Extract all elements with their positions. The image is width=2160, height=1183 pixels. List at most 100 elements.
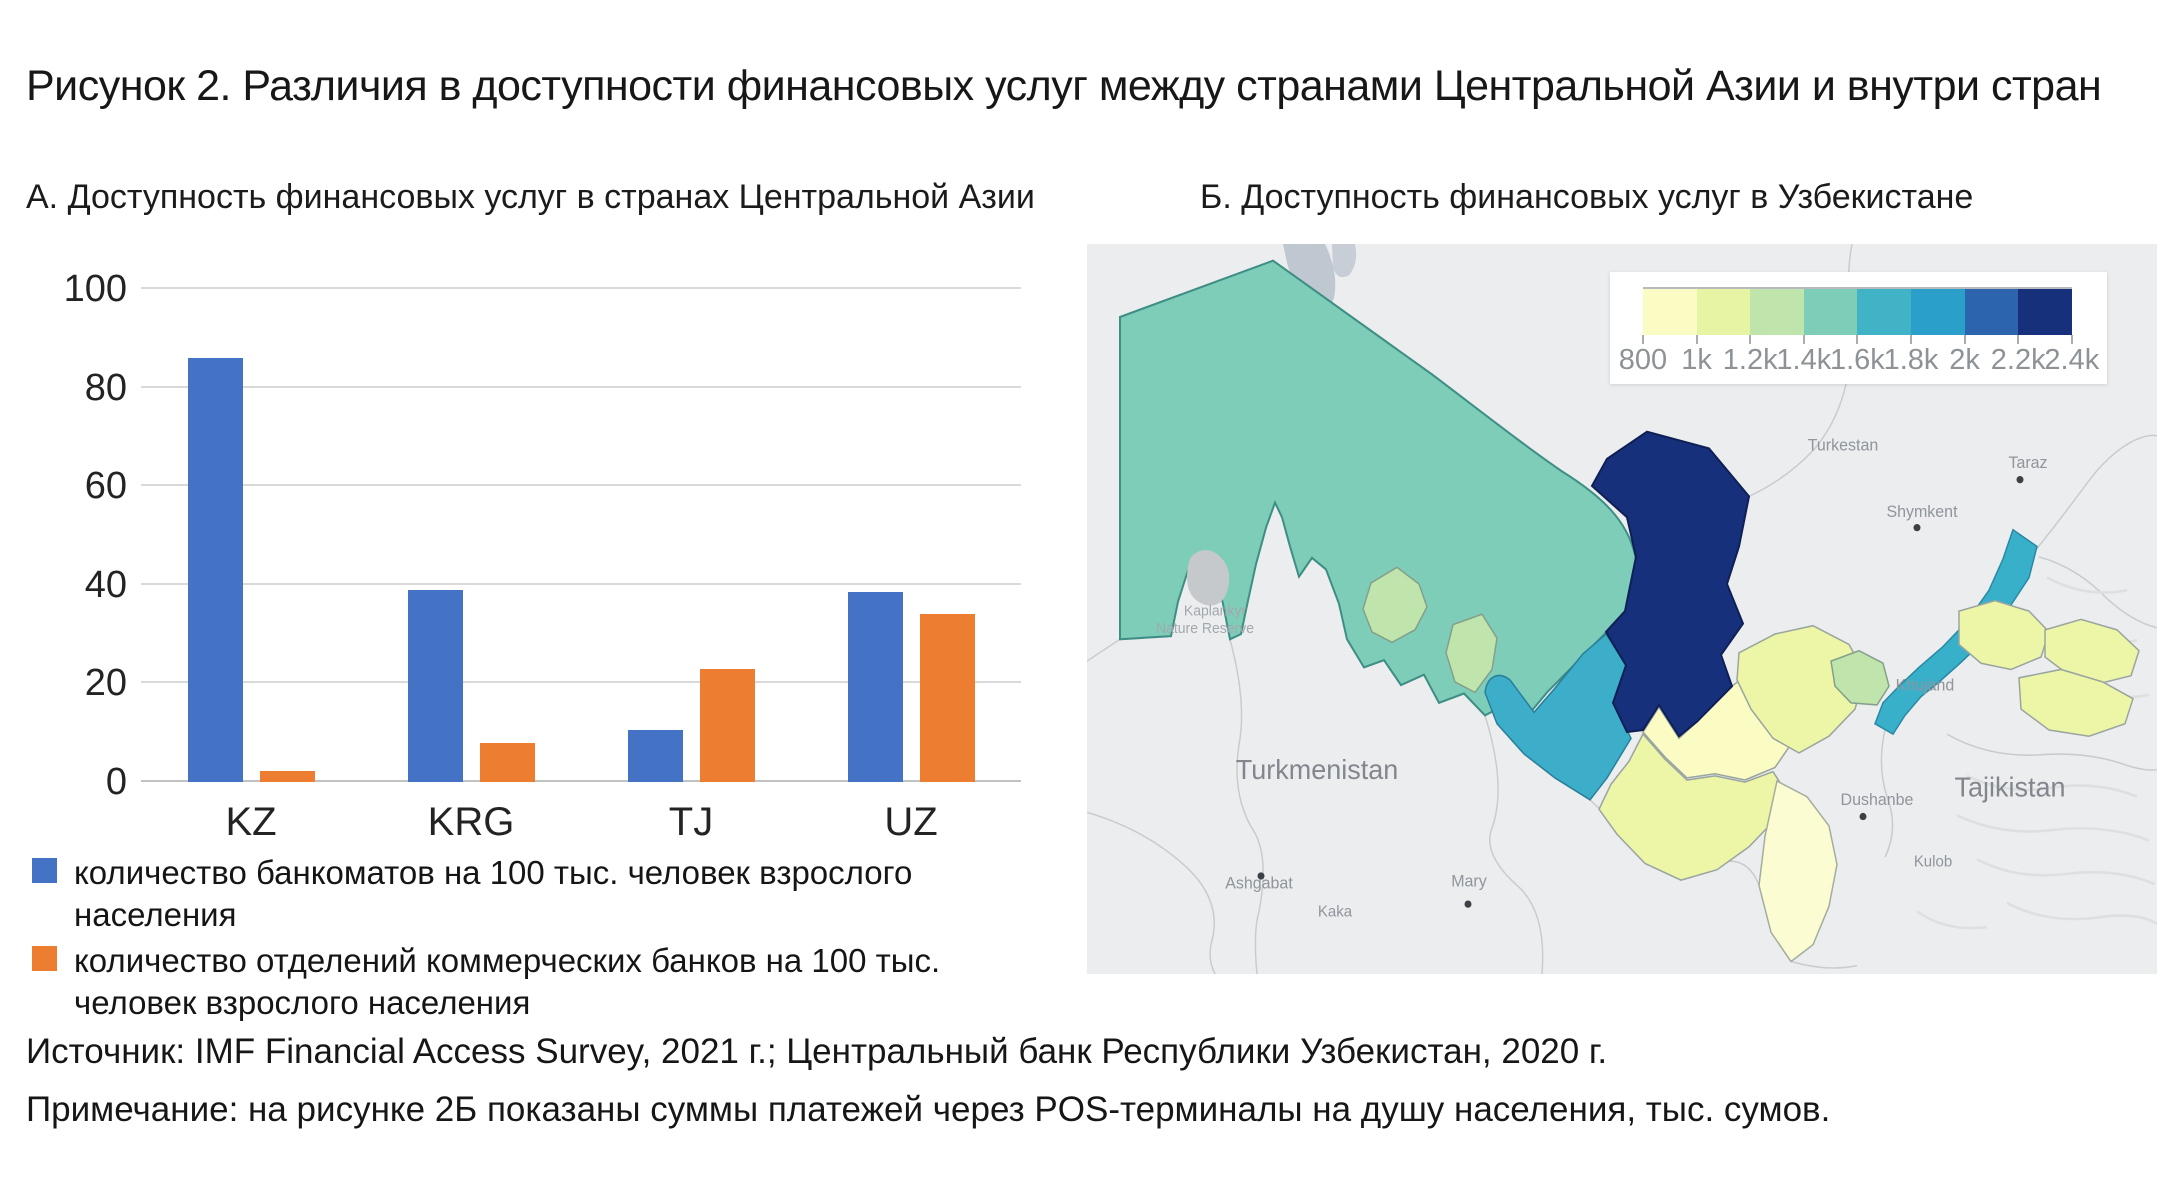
panel-a-heading: А. Доступность финансовых услуг в страна… (26, 178, 1035, 216)
legend-label-branches: количество отделений коммерческих банков… (74, 942, 941, 1022)
bar (407, 589, 463, 782)
scale-tickmark (2017, 335, 2020, 344)
region-karakalpakstan (1119, 259, 1640, 718)
scale-tick-label: 1.8k (1883, 344, 1939, 376)
map-label: Turkmenistan (1236, 753, 1399, 785)
bar-group-KRG (361, 289, 581, 782)
map-label: Nature Reserve (1156, 621, 1254, 637)
bar (699, 668, 755, 782)
bar-plot: 0 20 40 60 80 100 (64, 270, 1021, 801)
map-label: Mary (1451, 872, 1487, 890)
uzbekistan-map: Turkmenistan Tajikistan Turkestan Taraz Shym… (1087, 244, 2157, 974)
scale-tick-label: 1.4k (1776, 344, 1832, 376)
scale-swatch (1750, 289, 1805, 335)
scale-tick-label: 2.2k (1990, 344, 2046, 376)
x-axis-label: UZ (884, 800, 938, 844)
bar (187, 358, 243, 782)
scale-swatch (1643, 289, 1698, 335)
map-label: Tajikistan (1954, 771, 2065, 803)
scale-tick-label: 2.4k (2044, 344, 2100, 376)
source-line: Источник: IMF Financial Access Survey, 2… (26, 1032, 1608, 1071)
map-label: Kulob (1914, 853, 1952, 870)
gridline (141, 385, 1021, 388)
scale-tickmark (1695, 335, 1698, 344)
x-axis-label: TJ (668, 800, 714, 844)
scale-swatch (1964, 289, 2019, 335)
bar-group-KZ (141, 289, 361, 782)
sarygamysh-lake (1187, 550, 1230, 606)
scale-swatch (2018, 289, 2073, 335)
scale-tick-label: 1.2k (1722, 344, 1778, 376)
y-axis-tick: 80 (84, 366, 127, 409)
bar-groups (141, 289, 1021, 782)
region-navoi (1590, 430, 1751, 738)
y-axis-tick: 20 (84, 662, 127, 705)
y-axis-tick: 100 (63, 268, 127, 310)
map-color-scale-legend: 800 1k 1.2k 1.4k 1.6k 1.8k 2k 2.2k 2.4k (1610, 272, 2107, 384)
gridline (141, 582, 1021, 585)
scale-tick-label: 1.6k (1829, 344, 1885, 376)
bar (259, 770, 315, 782)
map-label: Turkestan (1808, 436, 1878, 454)
map-label: Khujand (1896, 676, 1955, 694)
region-fergana (2018, 668, 2134, 738)
scale-tickmark (1642, 335, 1644, 344)
gridline (141, 681, 1021, 684)
region-khorezm-south (1445, 613, 1498, 694)
region-syrdarya (1830, 649, 1890, 706)
y-axis-tick: 0 (105, 761, 127, 803)
scale-swatch (1696, 289, 1751, 335)
bar (627, 730, 683, 782)
gridline (141, 780, 1021, 782)
region-surkhandarya (1758, 779, 1838, 963)
region-andijan (2044, 618, 2140, 685)
city-dot (1464, 900, 1472, 908)
region-khorezm (1362, 566, 1428, 644)
scale-swatch (1803, 289, 1858, 335)
bar (847, 592, 903, 782)
map-label: Ashgabat (1225, 874, 1293, 892)
scale-top-line (1643, 287, 2072, 289)
map-labels: Turkmenistan Tajikistan Turkestan Taraz Shym… (1156, 436, 2066, 921)
legend-swatch-orange (32, 946, 57, 971)
scale-tickmark (1910, 335, 1912, 344)
gridline (141, 484, 1021, 487)
legend-swatch-blue (32, 858, 57, 883)
scale-swatch (1857, 289, 1912, 335)
bar (479, 742, 535, 782)
y-axis-tick: 60 (84, 465, 127, 508)
scale-swatch (1911, 289, 1966, 335)
map-label: Taraz (2008, 454, 2047, 472)
x-axis-label: KZ (225, 800, 277, 844)
gridline (141, 287, 1021, 289)
city-dot (2016, 476, 2024, 484)
bar-group-UZ (801, 289, 1021, 782)
figure-title: Рисунок 2. Различия в доступности финанс… (26, 62, 2102, 110)
city-dot (1913, 524, 1921, 532)
scale-tickmark (1802, 335, 1805, 344)
panel-b-heading: Б. Доступность финансовых услуг в Узбеки… (1200, 178, 1974, 216)
map-label: Dushanbe (1841, 791, 1914, 809)
region-bukhara (1484, 632, 1632, 801)
bar-chart: 0 20 40 60 80 100 KZ KRG TJ UZ (26, 255, 1026, 855)
aral-sea-small (1332, 244, 1357, 278)
map-label: Kaplankyr (1184, 603, 1246, 619)
region-jizzakh (1736, 624, 1866, 754)
y-axis-tick: 40 (84, 563, 127, 606)
x-axis-labels: KZ KRG TJ UZ (141, 800, 1021, 845)
scale-tickmark (1963, 335, 1966, 344)
chart-legend-item-branches: количество отделений коммерческих банков… (32, 940, 1082, 1024)
map-label: Shymkent (1886, 503, 1958, 521)
x-axis-label: KRG (427, 800, 515, 844)
scale-tickmark (2070, 335, 2073, 344)
scale-tick-label: 800 (1618, 344, 1668, 376)
region-samarkand (1598, 732, 1786, 881)
scale-tickmark (1856, 335, 1859, 344)
bar-group-TJ (581, 289, 801, 782)
scale-tickmark (1749, 335, 1752, 344)
city-dot (1257, 872, 1265, 880)
legend-label-atms: количество банкоматов на 100 тыс. челове… (74, 854, 913, 934)
scale-tick-label: 1k (1681, 344, 1712, 376)
bar (919, 614, 975, 782)
